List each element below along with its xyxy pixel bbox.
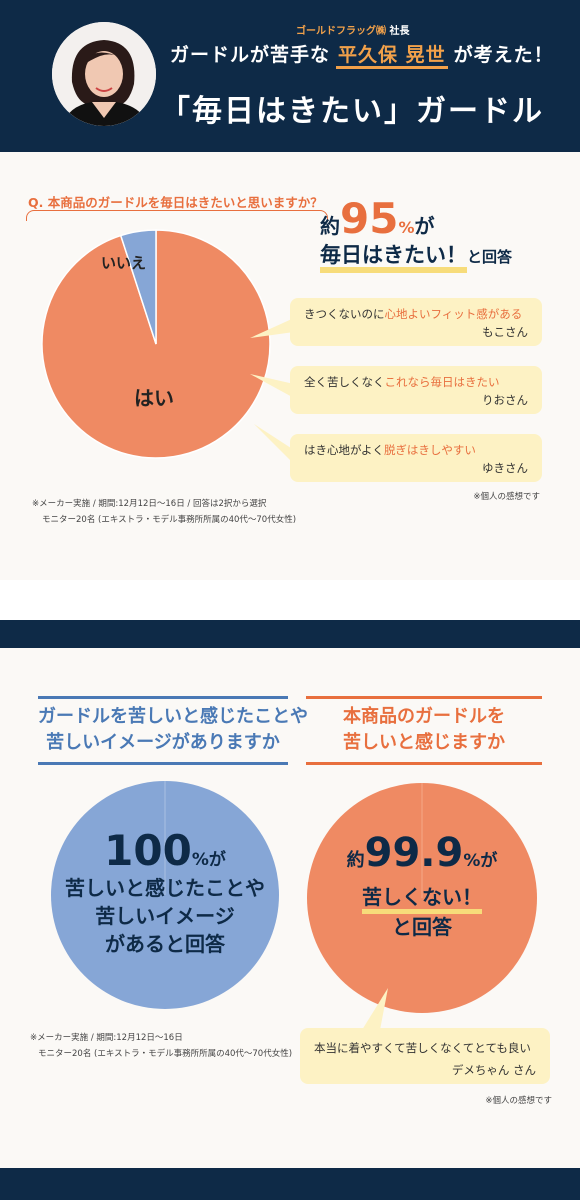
- survey-note-line1: ※メーカー実施 / 期間:12月12日〜16日 / 回答は2択から選択: [32, 499, 267, 509]
- left-result-text: 100%が 苦しいと感じたことや 苦しいイメージ があると回答: [50, 828, 280, 958]
- review-highlight: 脱ぎはきしやすい: [383, 443, 476, 457]
- survey-section-1: Q. 本商品のガードルを毎日はきたいと思いますか？ いいえ はい 約95%が 毎…: [0, 152, 580, 580]
- right-heading-line2: 苦しいと感じますか: [343, 732, 505, 753]
- review-text: 全く苦しくなく: [304, 375, 385, 389]
- pie-chart-discomfort-experience: [51, 781, 279, 1009]
- personal-opinion-note-2: ※個人の感想です: [485, 1096, 552, 1106]
- president-photo: [52, 22, 156, 126]
- left-stat-suffix: が: [208, 850, 226, 870]
- reviewer-name: りおさん: [482, 393, 528, 407]
- survey-note-line2: モニター20名 (エキストラ・モデル事務所所属の40代〜70代女性): [42, 515, 297, 525]
- company-name: ゴールドフラッグ㈱: [296, 26, 386, 37]
- company-ruby: ゴールドフラッグ㈱ 社長: [296, 22, 409, 37]
- right-result-text: 約99.9%が 苦しくない！ と回答: [306, 830, 538, 942]
- right-stat-suffix: が: [480, 851, 498, 871]
- reviewer-name: デメちゃん さん: [451, 1063, 536, 1077]
- review-bubble-3: はき心地がよく脱ぎはきしやすい ゆきさん: [290, 434, 542, 482]
- result-headline: 約95%が 毎日はきたい！と回答: [320, 194, 560, 273]
- stat-main-phrase: 毎日はきたい！: [320, 243, 467, 273]
- right-heading-line1: 本商品のガードルを: [343, 706, 505, 727]
- tagline-pre: ガードルが苦手な: [170, 44, 331, 66]
- review-text: はき心地がよく: [304, 443, 384, 457]
- stat-suffix: が: [414, 214, 435, 238]
- review-highlight: 心地よいフィット感がある: [384, 307, 523, 321]
- right-heading-rule-top: [306, 696, 542, 699]
- president-title: 社長: [389, 26, 410, 37]
- review-highlight: これなら毎日はきたい: [384, 375, 500, 389]
- personal-opinion-note: ※個人の感想です: [473, 492, 540, 502]
- review-bubble-4: 本当に着やすくて苦しくなくてとても良い デメちゃん さん: [300, 1028, 550, 1084]
- left-heading-line1: ガードルを苦しいと感じたことや: [38, 706, 308, 727]
- survey-note-line1: ※メーカー実施 / 期間:12月12日〜16日: [30, 1033, 183, 1043]
- survey-method-note: ※メーカー実施 / 期間:12月12日〜16日 / 回答は2択から選択 モニター…: [32, 496, 296, 528]
- header-tagline: ガードルが苦手な 平久保 晃世 が考えた！: [170, 40, 554, 69]
- right-stat-prefix: 約: [346, 850, 365, 871]
- president-name: 平久保 晃世: [336, 44, 448, 69]
- left-heading-line2: 苦しいイメージがありますか: [46, 732, 280, 753]
- left-stat-line1: 苦しいと感じたことや: [65, 876, 265, 900]
- footer-band: [0, 1168, 580, 1200]
- section-divider-band: [0, 620, 580, 648]
- review-bubble-2: 全く苦しくなくこれなら毎日はきたい りおさん: [290, 366, 542, 414]
- review-text: 本当に着やすくて苦しくなくてとても良い: [314, 1041, 531, 1055]
- right-stat-number: 99.9: [364, 830, 464, 876]
- left-stat-number: 100: [104, 826, 192, 875]
- stat-unit: %: [398, 218, 415, 237]
- header-banner: ゴールドフラッグ㈱ 社長 ガードルが苦手な 平久保 晃世 が考えた！ 「毎日はきたい…: [0, 0, 580, 152]
- survey-question: Q. 本商品のガードルを毎日はきたいと思いますか？: [28, 195, 323, 210]
- right-stat-line1: 苦しくない！: [362, 885, 482, 914]
- left-heading-rule-top: [38, 696, 288, 699]
- right-stat-unit: %: [463, 851, 481, 871]
- right-heading-rule-bottom: [306, 762, 542, 765]
- reviewer-name: ゆきさん: [482, 461, 528, 475]
- review-bubble-1: きつくないのに心地よいフィット感がある もこさん: [290, 298, 542, 346]
- pie-slice-yes: [41, 229, 271, 459]
- pie-chart-daily-wear: [41, 229, 271, 459]
- left-question-heading: ガードルを苦しいと感じたことや 苦しいイメージがありますか: [38, 704, 308, 756]
- left-heading-rule-bottom: [38, 762, 288, 765]
- left-stat-unit: %: [191, 850, 209, 870]
- right-question-heading: 本商品のガードルを 苦しいと感じますか: [306, 704, 542, 756]
- pie-label-yes: はい: [134, 386, 174, 410]
- survey-section-2: ガードルを苦しいと感じたことや 苦しいイメージがありますか 本商品のガードルを …: [0, 648, 580, 1168]
- stat-prefix: 約: [320, 214, 340, 238]
- pie-chart-not-uncomfortable: [307, 783, 537, 1013]
- survey-method-note-2: ※メーカー実施 / 期間:12月12日〜16日 モニター20名 (エキストラ・モ…: [30, 1030, 292, 1062]
- reviewer-name: もこさん: [482, 325, 528, 339]
- president-portrait-image: [52, 22, 156, 126]
- stat-number: 95: [340, 194, 399, 243]
- pie-label-no: いいえ: [101, 254, 147, 272]
- right-stat-line2: と回答: [392, 915, 452, 939]
- product-title: 「毎日はきたい」ガードル: [160, 94, 544, 129]
- stat-tail: と回答: [467, 248, 513, 266]
- review-text: きつくないのに: [304, 307, 385, 321]
- left-stat-line3: があると回答: [105, 932, 225, 956]
- pie-slice-no: [119, 229, 157, 345]
- tagline-post: が考えた！: [453, 44, 554, 66]
- question-bracket: [26, 210, 328, 221]
- left-stat-line2: 苦しいイメージ: [95, 904, 235, 928]
- survey-note-line2: モニター20名 (エキストラ・モデル事務所所属の40代〜70代女性): [38, 1049, 293, 1059]
